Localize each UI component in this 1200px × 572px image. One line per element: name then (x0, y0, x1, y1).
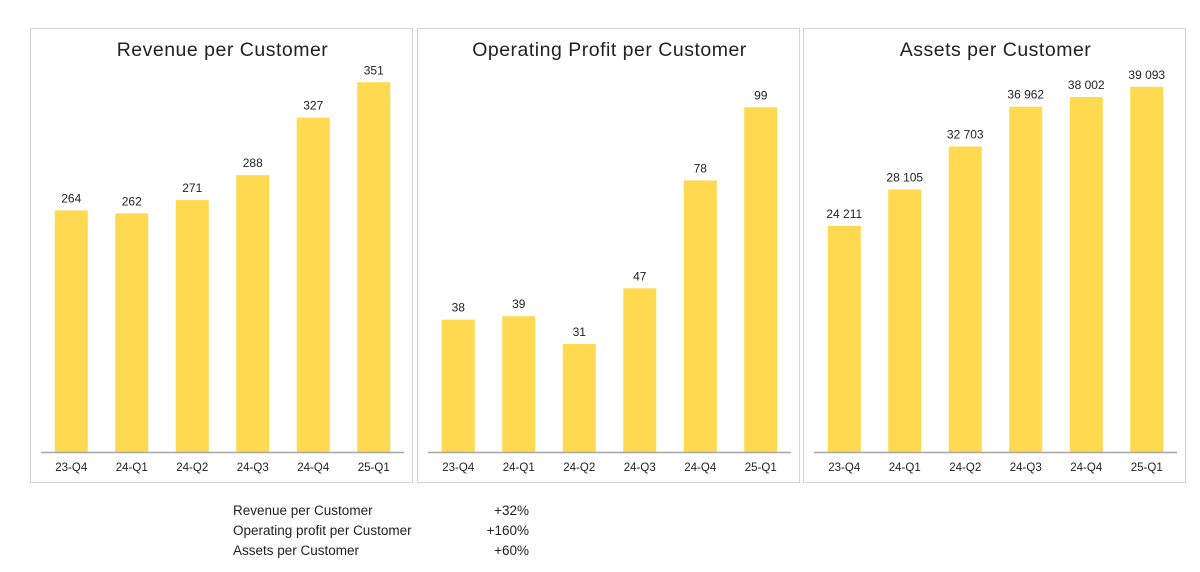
summary-label: Assets per Customer (233, 542, 360, 558)
bar (562, 344, 596, 452)
chart-title: Revenue per Customer (117, 39, 329, 61)
data-label: 78 (694, 161, 708, 175)
x-tick-label: 24-Q4 (1070, 462, 1103, 474)
bar-chart: Operating Profit per Customer 38 23-Q4 39 24… (428, 39, 791, 474)
summary-value: +32% (494, 502, 529, 518)
chart-panel-assets: Assets per Customer 24 211 23-Q4 28 105 24-Q… (803, 28, 1186, 483)
x-tick-label: 23-Q4 (828, 462, 861, 474)
summary-row-assets: Assets per Customer +60% (233, 540, 529, 560)
x-tick-label: 25-Q1 (1131, 462, 1163, 474)
data-label: 99 (754, 88, 768, 102)
x-tick-label: 24-Q4 (297, 462, 330, 474)
bar (744, 107, 778, 453)
x-tick-label: 24-Q1 (116, 462, 148, 474)
bar (54, 210, 88, 452)
bar (441, 319, 475, 452)
bar (115, 213, 149, 452)
bar (296, 117, 330, 452)
x-tick-label: 24-Q4 (684, 462, 717, 474)
summary-label: Operating profit per Customer (233, 522, 412, 538)
chart-title: Assets per Customer (900, 39, 1092, 61)
data-label: 24 211 (826, 207, 862, 221)
x-tick-label: 24-Q1 (889, 462, 921, 474)
data-label: 351 (364, 63, 384, 77)
summary-value: +60% (494, 542, 529, 558)
data-label: 39 (512, 297, 526, 311)
bar (1009, 106, 1043, 453)
data-label: 32 703 (947, 128, 984, 142)
x-tick-label: 25-Q1 (358, 462, 390, 474)
data-label: 38 002 (1068, 78, 1105, 92)
data-label: 39 093 (1128, 68, 1165, 82)
data-label: 47 (633, 269, 647, 283)
data-label: 28 105 (886, 170, 923, 184)
data-label: 271 (182, 181, 202, 195)
data-label: 288 (243, 156, 263, 170)
bar (1130, 86, 1164, 452)
x-tick-label: 25-Q1 (745, 462, 777, 474)
data-label: 327 (303, 99, 323, 113)
growth-summary: Revenue per Customer +32% Operating prof… (233, 500, 529, 560)
chart-title: Operating Profit per Customer (472, 39, 747, 61)
data-label: 262 (122, 194, 142, 208)
bar (236, 175, 270, 453)
summary-label: Revenue per Customer (233, 502, 373, 518)
summary-value: +160% (486, 522, 529, 538)
bar (502, 316, 536, 452)
bar-chart: Assets per Customer 24 211 23-Q4 28 105 24-Q… (814, 39, 1177, 474)
bar (827, 225, 861, 452)
x-tick-label: 24-Q3 (237, 462, 269, 474)
bar (623, 288, 657, 452)
bar (357, 82, 391, 452)
data-label: 31 (573, 325, 587, 339)
bar-chart: Revenue per Customer 264 23-Q4 262 24-Q1 271 2… (41, 39, 404, 474)
data-label: 38 (452, 301, 466, 315)
data-label: 264 (61, 191, 81, 205)
x-tick-label: 24-Q3 (1010, 462, 1042, 474)
bar (948, 146, 982, 453)
x-tick-label: 23-Q4 (55, 462, 88, 474)
x-tick-label: 24-Q3 (624, 462, 656, 474)
x-tick-label: 23-Q4 (442, 462, 475, 474)
bar (175, 200, 209, 452)
bar (1069, 97, 1103, 452)
x-tick-label: 24-Q2 (949, 462, 981, 474)
summary-row-revenue: Revenue per Customer +32% (233, 500, 529, 520)
chart-panel-revenue: Revenue per Customer 264 23-Q4 262 24-Q1 271 2… (30, 28, 413, 483)
x-tick-label: 24-Q2 (176, 462, 208, 474)
data-label: 36 962 (1007, 88, 1044, 102)
bar (683, 180, 717, 452)
chart-panel-operating-profit: Operating Profit per Customer 38 23-Q4 39 24… (417, 28, 800, 483)
bar (888, 189, 922, 452)
x-tick-label: 24-Q2 (563, 462, 595, 474)
x-tick-label: 24-Q1 (503, 462, 535, 474)
summary-row-operating-profit: Operating profit per Customer +160% (233, 520, 529, 540)
